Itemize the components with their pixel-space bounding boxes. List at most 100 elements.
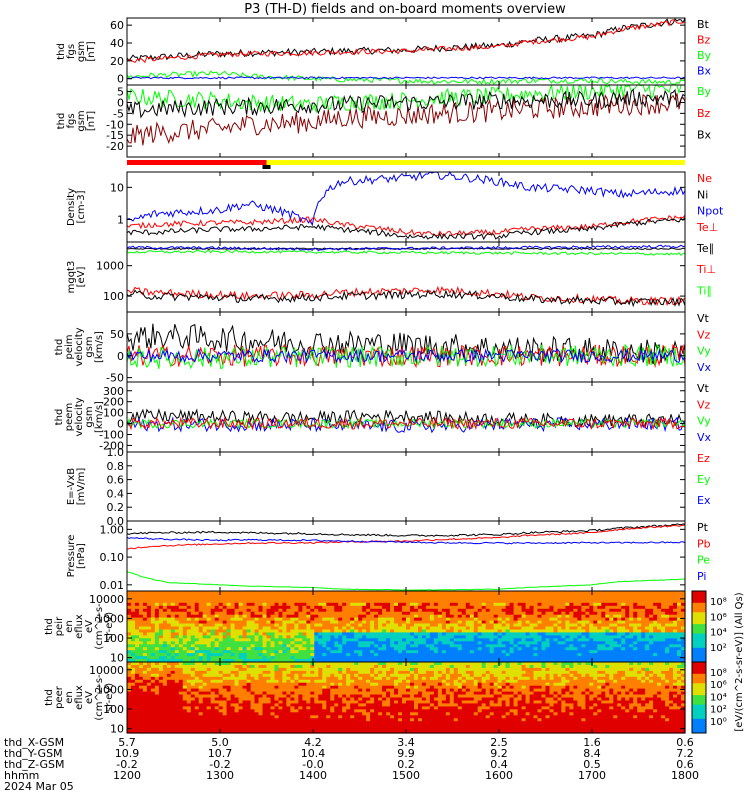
ion_spectrogram-cell bbox=[258, 644, 264, 648]
ion_spectrogram-cell bbox=[390, 653, 395, 657]
ion_spectrogram-cell bbox=[318, 594, 323, 598]
ion_spectrogram-cell bbox=[473, 614, 479, 619]
ion_spectrogram-cell bbox=[437, 638, 443, 642]
ion_spectrogram-cell bbox=[250, 659, 256, 663]
mode-marker bbox=[262, 165, 271, 169]
ion_spectrogram-cell bbox=[202, 599, 208, 604]
ion_spectrogram-cell bbox=[158, 611, 164, 616]
ion_spectrogram-cell bbox=[465, 591, 471, 595]
ion_spectrogram-cell bbox=[414, 653, 419, 657]
ion_spectrogram-cell bbox=[449, 611, 455, 616]
ion_spectrogram-cell bbox=[162, 653, 168, 657]
electron_spectrogram-cell bbox=[142, 679, 148, 684]
ion_spectrogram-cell bbox=[545, 641, 551, 645]
ion_spectrogram-cell bbox=[127, 632, 132, 636]
ion_spectrogram-cell bbox=[294, 626, 299, 631]
ion_spectrogram-cell bbox=[398, 620, 403, 625]
ion_spectrogram-cell bbox=[481, 594, 487, 598]
ion_spectrogram-cell bbox=[238, 635, 244, 639]
ion_spectrogram-cell bbox=[601, 611, 606, 616]
ion_spectrogram-cell bbox=[362, 656, 367, 660]
electron_spectrogram-cell bbox=[182, 679, 188, 684]
electron_spectrogram-cell bbox=[174, 673, 180, 678]
ion_spectrogram-cell bbox=[330, 608, 335, 613]
ion_spectrogram-cell bbox=[541, 614, 547, 619]
electron_spectrogram-cell bbox=[314, 703, 319, 707]
ion_spectrogram-cell bbox=[194, 608, 200, 613]
ion_spectrogram-cell bbox=[226, 602, 232, 607]
electron_spectrogram-cell bbox=[202, 703, 208, 707]
ion_spectrogram-cell bbox=[402, 620, 407, 625]
ion_spectrogram-cell bbox=[162, 656, 168, 660]
ion_spectrogram-cell bbox=[553, 617, 559, 622]
ion_spectrogram-cell bbox=[533, 611, 539, 616]
electron_spectrogram-cell bbox=[254, 667, 260, 672]
ion_spectrogram-cell bbox=[234, 626, 240, 631]
ion_spectrogram-cell bbox=[302, 653, 307, 657]
ion_spectrogram-cell bbox=[593, 644, 598, 648]
ion_spectrogram-cell bbox=[150, 641, 156, 645]
ion_spectrogram-cell bbox=[278, 638, 284, 642]
electron_spectrogram-cell bbox=[158, 665, 164, 669]
electron_spectrogram-cell bbox=[318, 667, 323, 672]
ion_spectrogram-cell bbox=[370, 638, 375, 642]
ion_spectrogram-cell bbox=[513, 608, 519, 613]
ion_spectrogram-cell bbox=[182, 611, 188, 616]
electron_spectrogram-cell bbox=[182, 712, 188, 716]
ion_spectrogram-cell bbox=[477, 659, 483, 663]
ion_spectrogram-cell bbox=[127, 591, 132, 595]
ion_spectrogram-cell bbox=[521, 650, 527, 654]
ion_spectrogram-cell bbox=[549, 599, 555, 604]
ion_spectrogram-cell bbox=[461, 591, 467, 595]
electron_spectrogram-cell bbox=[218, 667, 224, 672]
electron_spectrogram-cell bbox=[270, 730, 276, 734]
ion_spectrogram-cell bbox=[406, 599, 411, 604]
ion_spectrogram-cell bbox=[605, 614, 610, 619]
ion_spectrogram-cell bbox=[206, 632, 212, 636]
ion_spectrogram-cell bbox=[210, 594, 216, 598]
ion_spectrogram-cell bbox=[135, 656, 140, 660]
electron_spectrogram-cell bbox=[310, 679, 315, 684]
electron_spectrogram-cell bbox=[127, 715, 132, 719]
ion_spectrogram-cell bbox=[274, 659, 280, 663]
ion_spectrogram-cell bbox=[294, 635, 299, 639]
ion_spectrogram-cell bbox=[326, 638, 331, 642]
ion_spectrogram-cell bbox=[282, 647, 287, 651]
ion_spectrogram-cell bbox=[222, 620, 228, 625]
ion_spectrogram-cell bbox=[306, 647, 311, 651]
electron_spectrogram-cell bbox=[262, 688, 268, 693]
electron_spectrogram-cell bbox=[314, 721, 319, 725]
ion_spectrogram-cell bbox=[154, 644, 160, 648]
ion_spectrogram-cell bbox=[537, 594, 543, 598]
ion_spectrogram-cell bbox=[421, 641, 427, 645]
ion_spectrogram-cell bbox=[661, 591, 666, 595]
electron_spectrogram-cell bbox=[198, 724, 204, 728]
ion_spectrogram-cell bbox=[625, 650, 630, 654]
electron_spectrogram-cell bbox=[286, 727, 291, 731]
electron_spectrogram-cell bbox=[150, 721, 156, 725]
electron_spectrogram-cell bbox=[250, 724, 256, 728]
ion_spectrogram-cell bbox=[505, 647, 511, 651]
ion_spectrogram-cell bbox=[150, 644, 156, 648]
ion_spectrogram-cell bbox=[390, 605, 395, 610]
ion_spectrogram-cell bbox=[338, 638, 343, 642]
electron_spectrogram-cell bbox=[234, 662, 240, 666]
ion_spectrogram-cell bbox=[497, 594, 503, 598]
ion_spectrogram-cell bbox=[198, 617, 204, 622]
electron_spectrogram-cell bbox=[146, 670, 152, 675]
electron_spectrogram-cell bbox=[154, 670, 160, 675]
ion_spectrogram-cell bbox=[429, 638, 435, 642]
electron_spectrogram-cell bbox=[174, 679, 180, 684]
density-frame bbox=[126, 171, 686, 243]
ion_spectrogram-cell bbox=[545, 596, 551, 601]
ion_spectrogram-cell bbox=[577, 635, 582, 639]
ion_velocity-ylabel: velocity bbox=[74, 327, 85, 366]
ion_spectrogram-cell bbox=[421, 629, 427, 634]
ion_spectrogram-cell bbox=[139, 650, 144, 654]
ion_spectrogram-cell bbox=[449, 659, 455, 663]
ion_spectrogram-cell bbox=[414, 623, 419, 628]
electron_velocity-ylabel: [km/s] bbox=[94, 401, 105, 433]
ion_spectrogram-cell bbox=[127, 626, 132, 631]
ion_spectrogram-cell bbox=[493, 623, 499, 628]
electron_spectrogram-cell bbox=[234, 730, 240, 734]
